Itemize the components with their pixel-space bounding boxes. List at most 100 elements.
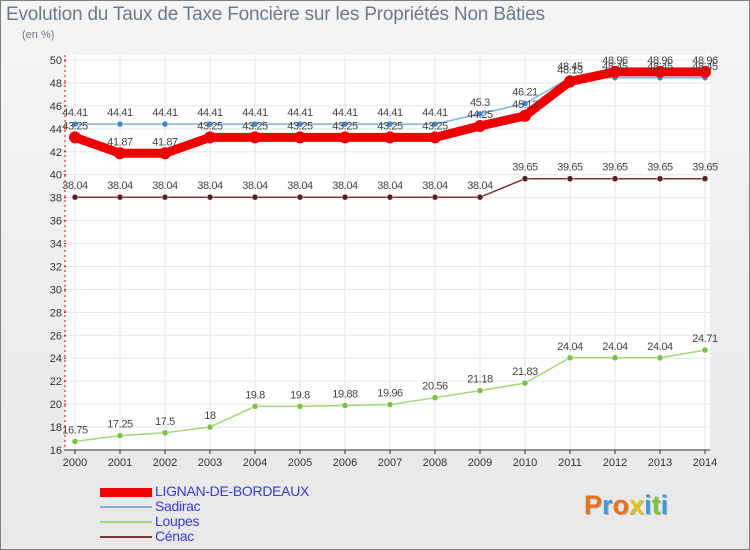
legend-swatch	[100, 487, 152, 497]
data-point-lignan-de-bordeaux	[114, 147, 126, 160]
y-tick-label: 26	[50, 330, 62, 342]
x-tick-label: 2001	[108, 457, 132, 469]
data-point-loupes	[71, 438, 79, 445]
data-point-c-nac	[206, 193, 214, 201]
legend-label: Cénac	[155, 528, 194, 544]
data-label-sadirac: 44.41	[152, 107, 178, 119]
y-tick-label: 22	[50, 376, 62, 388]
legend-swatch	[100, 536, 152, 538]
legend-item-loupes: Loupes	[100, 514, 360, 529]
data-label-lignan-de-bordeaux: 43.25	[422, 120, 448, 132]
y-tick-label: 40	[50, 170, 62, 182]
data-label-sadirac: 44.41	[62, 107, 88, 119]
data-label-sadirac: 48.45	[692, 61, 718, 73]
data-label-c-nac: 38.04	[152, 180, 178, 192]
y-tick-label: 18	[50, 422, 62, 434]
data-label-lignan-de-bordeaux: 43.25	[242, 120, 268, 132]
y-tick-label: 50	[50, 55, 62, 67]
data-label-loupes: 24.04	[647, 341, 673, 353]
data-point-loupes	[251, 403, 259, 410]
data-label-lignan-de-bordeaux: 43.25	[62, 120, 88, 132]
data-point-loupes	[476, 387, 484, 394]
legend-item-lignan-de-bordeaux: LIGNAN-DE-BORDEAUX	[100, 484, 360, 499]
data-label-sadirac: 44.41	[287, 107, 313, 119]
data-point-c-nac	[656, 175, 664, 182]
x-tick-label: 2007	[378, 457, 402, 469]
data-label-lignan-de-bordeaux: 41.87	[152, 136, 178, 148]
x-tick-label: 2004	[243, 457, 267, 469]
data-point-c-nac	[296, 193, 304, 201]
data-point-lignan-de-bordeaux	[249, 131, 261, 144]
data-point-loupes	[161, 429, 169, 437]
data-label-sadirac: 44.41	[377, 107, 403, 119]
data-label-sadirac: 44.41	[197, 107, 223, 119]
data-point-lignan-de-bordeaux	[204, 131, 216, 144]
data-point-c-nac	[521, 175, 529, 182]
data-point-sadirac	[431, 120, 439, 128]
logo-letter: x	[629, 490, 645, 520]
y-tick-label: 38	[50, 193, 62, 205]
data-label-sadirac: 48.45	[602, 61, 628, 73]
data-label-lignan-de-bordeaux: 48.96	[602, 55, 628, 67]
data-point-sadirac	[161, 120, 169, 128]
data-label-sadirac: 48.45	[557, 61, 583, 73]
data-label-sadirac: 48.45	[647, 61, 673, 73]
data-point-sadirac	[521, 100, 529, 107]
data-label-lignan-de-bordeaux: 43.25	[287, 120, 313, 132]
data-point-c-nac	[341, 193, 349, 201]
data-label-loupes: 24.04	[602, 341, 628, 353]
data-label-c-nac: 38.04	[332, 180, 358, 192]
logo-letter: t	[651, 490, 661, 520]
logo-letter: i	[644, 490, 652, 520]
data-point-lignan-de-bordeaux	[294, 131, 306, 144]
data-point-c-nac	[566, 175, 574, 182]
data-label-c-nac: 39.65	[512, 162, 538, 174]
data-label-loupes: 24.04	[557, 341, 583, 353]
data-point-lignan-de-bordeaux	[429, 131, 441, 144]
y-tick-label: 44	[50, 124, 62, 136]
y-tick-label: 48	[50, 78, 62, 90]
data-label-lignan-de-bordeaux: 48.96	[647, 55, 673, 67]
y-tick-label: 36	[50, 216, 62, 228]
data-label-c-nac: 39.65	[692, 162, 718, 174]
y-tick-label: 20	[50, 399, 62, 411]
data-point-lignan-de-bordeaux	[699, 65, 711, 78]
data-point-c-nac	[701, 175, 709, 182]
data-label-c-nac: 38.04	[107, 180, 133, 192]
x-tick-label: 2005	[288, 457, 312, 469]
data-point-lignan-de-bordeaux	[384, 131, 396, 144]
data-label-c-nac: 38.04	[422, 180, 448, 192]
x-tick-label: 2011	[558, 457, 582, 469]
data-label-sadirac: 44.41	[332, 107, 358, 119]
data-point-loupes	[116, 432, 124, 439]
data-point-lignan-de-bordeaux	[474, 119, 486, 132]
data-label-lignan-de-bordeaux: 43.25	[197, 120, 223, 132]
data-label-loupes: 24.71	[692, 333, 718, 345]
y-tick-label: 42	[50, 147, 62, 159]
data-label-lignan-de-bordeaux: 45.13	[512, 99, 538, 111]
data-label-loupes: 21.18	[467, 374, 493, 386]
logo-letter: P	[584, 490, 603, 520]
x-tick-label: 2006	[333, 457, 357, 469]
data-point-loupes	[341, 402, 349, 409]
data-point-lignan-de-bordeaux	[339, 131, 351, 144]
data-label-c-nac: 38.04	[377, 180, 403, 192]
data-point-lignan-de-bordeaux	[519, 109, 531, 122]
data-point-loupes	[521, 379, 529, 387]
legend-label: Sadirac	[155, 498, 201, 514]
data-point-loupes	[566, 354, 574, 362]
data-label-lignan-de-bordeaux: 44.25	[467, 109, 493, 121]
data-label-c-nac: 39.65	[602, 162, 628, 174]
data-point-lignan-de-bordeaux	[564, 75, 576, 88]
data-point-loupes	[296, 403, 304, 410]
data-label-c-nac: 38.04	[197, 180, 223, 192]
x-tick-label: 2013	[648, 457, 672, 469]
data-point-lignan-de-bordeaux	[654, 65, 666, 78]
data-point-loupes	[656, 354, 664, 362]
data-point-sadirac	[296, 120, 304, 128]
data-point-sadirac	[341, 120, 349, 128]
legend-item-c-nac: Cénac	[100, 529, 360, 544]
data-label-loupes: 19.88	[332, 388, 358, 400]
data-point-sadirac	[206, 120, 214, 128]
